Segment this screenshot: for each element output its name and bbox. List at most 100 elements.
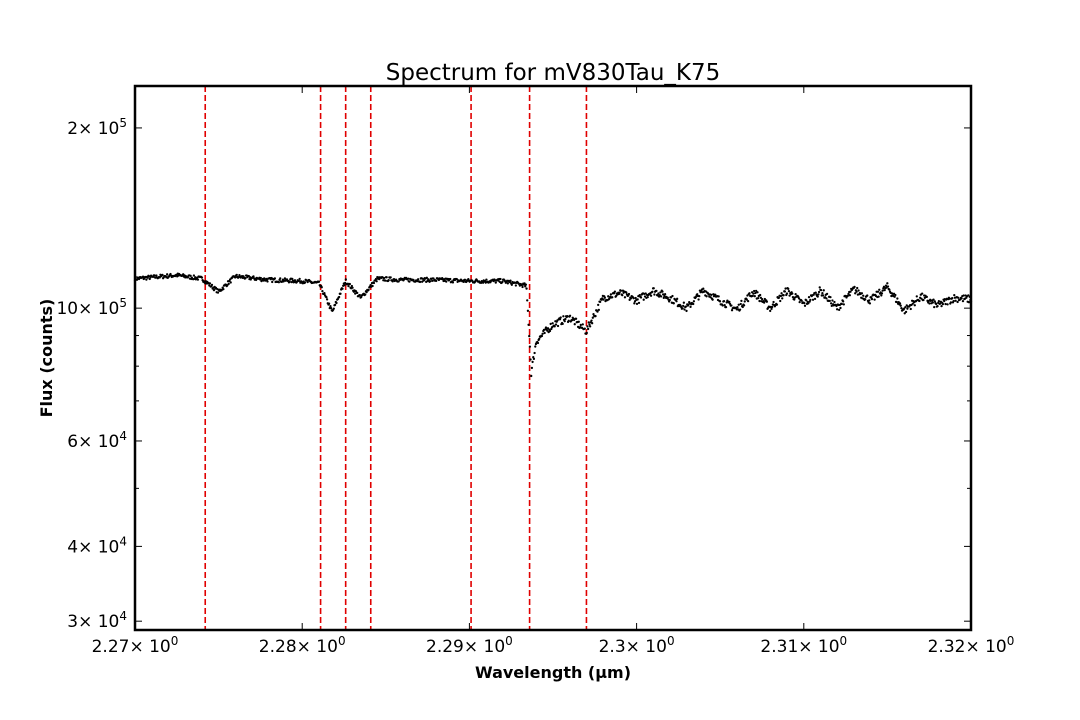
data-point [365, 291, 368, 294]
data-point [212, 289, 216, 292]
data-point [252, 275, 255, 278]
data-point [526, 309, 530, 312]
data-point [833, 300, 836, 304]
data-point [323, 292, 326, 295]
data-point [661, 293, 665, 296]
data-point [583, 327, 586, 330]
data-point [835, 304, 838, 308]
data-point [944, 302, 947, 306]
data-point [839, 306, 842, 310]
data-point [384, 279, 387, 282]
data-point [145, 278, 148, 281]
data-point [588, 325, 592, 328]
data-point [696, 293, 699, 296]
data-point [787, 289, 791, 293]
data-point [694, 295, 698, 299]
data-point [602, 298, 605, 301]
data-point [685, 309, 688, 313]
data-point [803, 301, 806, 305]
data-point [817, 293, 820, 296]
data-point [739, 302, 742, 306]
data-point [780, 292, 783, 295]
data-point [541, 332, 544, 335]
data-point [769, 309, 772, 313]
data-point [893, 295, 896, 298]
data-point [949, 301, 953, 304]
data-point [864, 298, 867, 301]
data-point [406, 277, 410, 280]
data-point [618, 291, 621, 294]
data-point [676, 297, 679, 300]
data-point [339, 292, 342, 295]
data-point [840, 302, 843, 306]
data-point [525, 287, 528, 290]
data-point [748, 292, 751, 295]
data-point [208, 282, 212, 285]
data-point [682, 304, 685, 308]
data-point [564, 317, 567, 321]
data-points [133, 272, 973, 378]
data-point [562, 315, 565, 318]
data-point [520, 283, 524, 287]
data-point [337, 295, 341, 299]
data-point [348, 282, 352, 286]
data-point [577, 320, 580, 323]
data-point [556, 324, 560, 328]
data-point [886, 282, 889, 285]
data-point [633, 300, 637, 303]
data-point [594, 314, 597, 318]
data-point [937, 300, 941, 303]
data-point [782, 294, 785, 297]
data-point [445, 280, 448, 283]
data-point [940, 304, 943, 308]
data-point [853, 285, 856, 289]
data-point [752, 292, 755, 295]
data-point [629, 297, 633, 300]
data-point [711, 298, 714, 301]
data-point [828, 299, 831, 302]
data-point [499, 277, 502, 281]
data-point [920, 292, 924, 295]
data-point [321, 290, 324, 293]
data-point [710, 293, 713, 297]
data-point [155, 274, 158, 277]
data-point [343, 284, 346, 287]
data-point [540, 334, 544, 338]
data-point [196, 278, 200, 281]
data-point [374, 277, 378, 281]
data-point [418, 280, 422, 284]
data-point [633, 302, 636, 305]
data-point [730, 304, 733, 307]
data-point [753, 295, 756, 298]
data-point [588, 323, 591, 326]
data-point [627, 292, 631, 296]
data-point [740, 299, 743, 303]
data-point [663, 294, 666, 298]
data-point [153, 274, 156, 277]
data-point [485, 278, 488, 281]
data-point [603, 296, 607, 299]
data-point [794, 292, 797, 296]
data-point [835, 308, 839, 311]
data-point [463, 278, 467, 281]
data-point [723, 304, 726, 307]
data-point [462, 280, 465, 284]
data-point [389, 276, 392, 279]
data-point [235, 273, 238, 277]
data-point [494, 281, 497, 284]
data-point [809, 298, 812, 302]
data-point [625, 291, 628, 294]
x-tick-label: 2.31× 100 [760, 634, 847, 657]
data-point [857, 289, 860, 292]
data-point [837, 308, 841, 312]
data-point [501, 280, 504, 283]
data-point [599, 300, 602, 304]
data-point [367, 288, 370, 292]
data-point [266, 280, 269, 283]
data-point [532, 357, 536, 361]
data-point [566, 314, 569, 318]
data-point [894, 293, 897, 297]
data-point [347, 284, 350, 288]
data-point [141, 275, 145, 278]
data-point [271, 280, 274, 284]
